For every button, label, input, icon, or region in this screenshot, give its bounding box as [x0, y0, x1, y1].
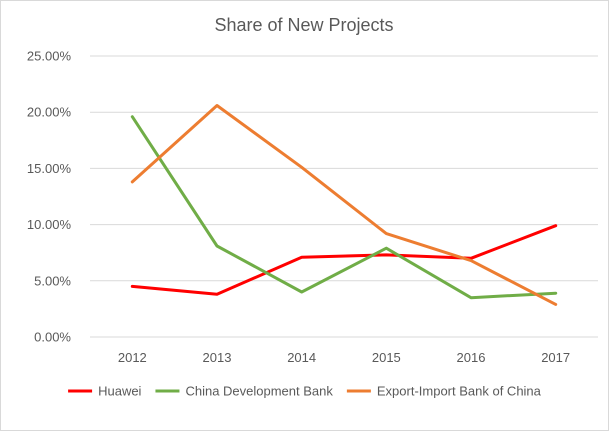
legend: Huawei China Development Bank Export-Impor…	[68, 384, 542, 399]
series-line-export-import-bank-of-china	[130, 104, 558, 306]
x-tick-label: 2015	[372, 350, 401, 365]
x-tick-label: 2017	[541, 350, 570, 365]
legend-label: China Development Bank	[185, 384, 333, 399]
legend-label: Huawei	[98, 384, 141, 399]
y-tick-label: 25.00%	[27, 49, 72, 64]
chart-title: Share of New Projects	[214, 15, 393, 35]
x-axis-tick-labels: 2012 2013 2014 2015 2016 2017	[118, 350, 570, 365]
legend-item-china-development-bank: China Development Bank	[155, 384, 333, 399]
legend-label: Export-Import Bank of China	[377, 384, 542, 399]
y-tick-label: 20.00%	[27, 105, 72, 120]
y-tick-label: 10.00%	[27, 217, 72, 232]
legend-item-export-import-bank-of-china: Export-Import Bank of China	[346, 384, 542, 399]
series-line-china-development-bank	[130, 115, 558, 300]
x-tick-label: 2012	[118, 350, 147, 365]
y-tick-label: 15.00%	[27, 161, 72, 176]
series-line-huawei	[130, 224, 558, 296]
legend-item-huawei: Huawei	[68, 384, 142, 399]
x-tick-label: 2016	[457, 350, 486, 365]
series-lines	[130, 104, 558, 306]
x-tick-label: 2013	[203, 350, 232, 365]
gridlines	[90, 55, 598, 338]
y-tick-label: 5.00%	[34, 273, 71, 288]
y-axis-tick-labels: 0.00% 5.00% 10.00% 15.00% 20.00% 25.00%	[27, 49, 72, 345]
x-tick-label: 2014	[287, 350, 316, 365]
y-tick-label: 0.00%	[34, 330, 71, 345]
